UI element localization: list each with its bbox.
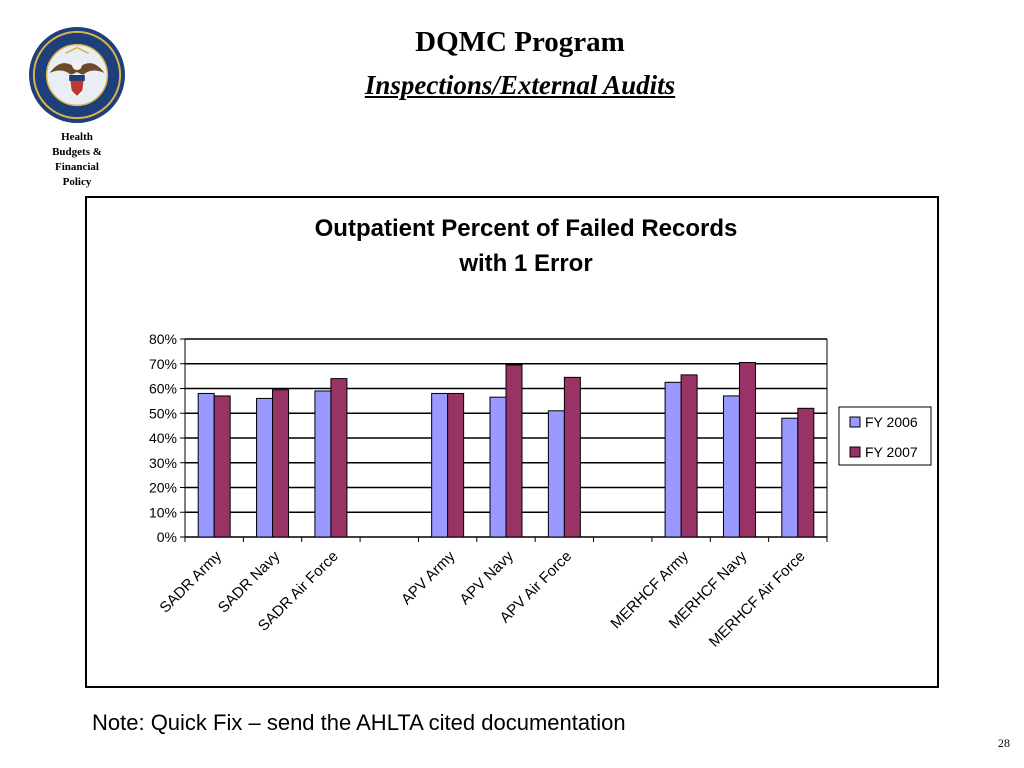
slide-subtitle: Inspections/External Audits — [0, 70, 1024, 101]
chart-title-line: Outpatient Percent of Failed Records — [315, 215, 738, 242]
bar-fy-2007 — [797, 407, 815, 538]
bar-fy-2006 — [314, 390, 332, 538]
y-tick-label: 40% — [149, 430, 177, 446]
y-tick-label: 60% — [149, 381, 177, 397]
x-tick-label: SADR Army — [156, 547, 225, 616]
failed-records-bar-chart: Outpatient Percent of Failed Records with… — [149, 215, 932, 651]
legend-label: FY 2006 — [865, 414, 918, 430]
bar-fy-2006 — [722, 395, 740, 538]
chart-title-line: with 1 Error — [458, 250, 592, 277]
y-tick-label: 30% — [149, 455, 177, 471]
department-label-line: Health — [61, 131, 93, 143]
bar-fy-2007 — [213, 395, 231, 538]
bar-fy-2006 — [197, 392, 215, 538]
bar-fy-2007 — [505, 364, 523, 538]
note-text: Note: Quick Fix – send the AHLTA cited d… — [92, 710, 626, 735]
department-label-line: Policy — [62, 176, 92, 188]
bar-fy-2006 — [781, 417, 799, 538]
y-tick-label: 50% — [149, 405, 177, 421]
bar-fy-2007 — [272, 389, 290, 538]
department-of-defense-seal-icon — [28, 26, 126, 124]
x-tick-label: MERHCF Air Force — [706, 548, 809, 651]
legend-label: FY 2007 — [865, 444, 918, 460]
bar-fy-2006 — [547, 410, 565, 538]
x-tick-label: APV Army — [398, 547, 459, 608]
bar-fy-2006 — [489, 396, 507, 538]
y-tick-label: 10% — [149, 504, 177, 520]
y-tick-label: 0% — [157, 529, 177, 545]
chart-frame: Outpatient Percent of Failed Records with… — [85, 196, 939, 688]
legend-swatch — [849, 446, 861, 458]
department-label: Health Budgets & Financial Policy — [30, 130, 124, 190]
bar-fy-2007 — [563, 376, 581, 538]
bar-fy-2007 — [447, 392, 465, 538]
y-tick-label: 20% — [149, 480, 177, 496]
bar-fy-2007 — [330, 378, 348, 538]
bar-fy-2006 — [431, 392, 449, 538]
bar-fy-2007 — [680, 374, 698, 538]
bar-fy-2007 — [738, 362, 756, 538]
y-tick-label: 70% — [149, 356, 177, 372]
slide-title: DQMC Program — [415, 26, 625, 58]
department-label-line: Financial — [54, 161, 99, 173]
slide-subtitle-text: Inspections/External Audits — [364, 70, 676, 100]
y-tick-label: 80% — [149, 331, 177, 347]
page-number: 28 — [998, 736, 1010, 750]
bar-fy-2006 — [664, 381, 682, 538]
bar-fy-2006 — [256, 397, 274, 538]
department-label-line: Budgets & — [52, 146, 102, 158]
x-tick-label: APV Navy — [456, 547, 517, 608]
legend-swatch — [849, 416, 861, 428]
